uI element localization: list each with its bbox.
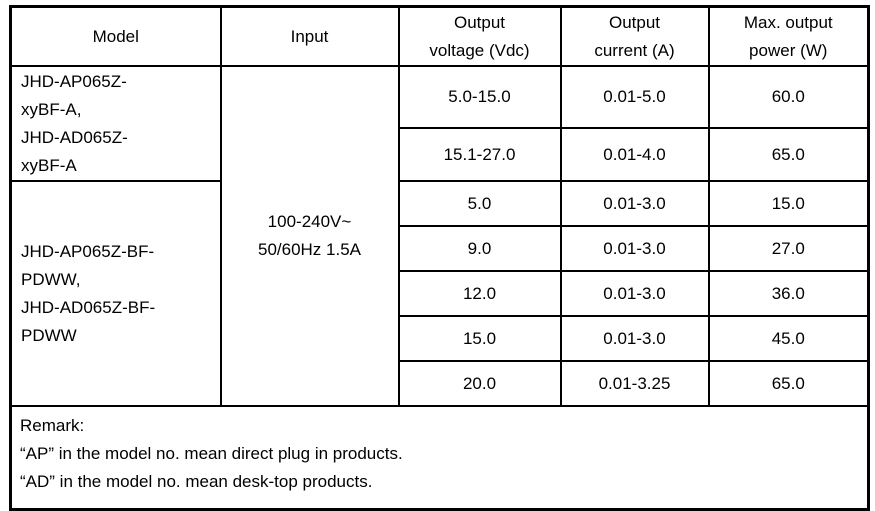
current-cell: 0.01-5.0	[559, 65, 710, 129]
current-cell: 0.01-3.0	[559, 180, 710, 227]
power-cell: 65.0	[707, 360, 870, 407]
table-row: 12.0 0.01-3.0 36.0	[11, 270, 870, 317]
remark-cell: Remark: “AP” in the model no. mean direc…	[9, 405, 870, 511]
header-current: Output current (A)	[559, 5, 710, 67]
table-row: JHD-AP065Z-BF- PDWW, JHD-AD065Z-BF- PDWW…	[9, 180, 870, 407]
current-cell: 0.01-3.0	[559, 225, 710, 272]
current-cell: 0.01-4.0	[559, 127, 710, 182]
table-row: 9.0 0.01-3.0 27.0	[11, 225, 870, 272]
remark-line-ap: “AP” in the model no. mean direct plug i…	[20, 444, 403, 463]
header-input: Input	[219, 5, 400, 67]
power-cell: 65.0	[707, 127, 870, 182]
power-cell: 45.0	[707, 315, 870, 362]
voltage-cell: 9.0	[397, 225, 562, 272]
voltage-cell: 15.0	[397, 315, 562, 362]
table-row: 20.0 0.01-3.25 65.0	[11, 360, 870, 407]
power-cell: 27.0	[707, 225, 870, 272]
power-spec-table: Model Input Output voltage (Vdc) Output …	[9, 5, 870, 511]
voltage-cell: 20.0	[397, 360, 562, 407]
header-model: Model	[9, 5, 222, 67]
model-cell-group1: JHD-AP065Z- xyBF-A, JHD-AD065Z- xyBF-A	[9, 65, 222, 182]
voltage-cell: 12.0	[397, 270, 562, 317]
power-cell: 36.0	[707, 270, 870, 317]
header-row: Model Input Output voltage (Vdc) Output …	[9, 5, 870, 67]
remark-line-ad: “AD” in the model no. mean desk-top prod…	[20, 472, 373, 491]
power-cell: 60.0	[707, 65, 870, 129]
current-cell: 0.01-3.0	[559, 315, 710, 362]
voltage-cell: 15.1-27.0	[397, 127, 562, 182]
table-row: 15.1-27.0 0.01-4.0 65.0	[11, 127, 870, 182]
current-cell: 0.01-3.25	[559, 360, 710, 407]
voltage-cell: 5.0	[397, 180, 562, 227]
remark-row: Remark: “AP” in the model no. mean direc…	[9, 405, 870, 511]
power-cell: 15.0	[707, 180, 870, 227]
model-cell-group2: JHD-AP065Z-BF- PDWW, JHD-AD065Z-BF- PDWW	[9, 180, 222, 407]
remark-title: Remark:	[20, 416, 85, 435]
table-row: 15.0 0.01-3.0 45.0	[11, 315, 870, 362]
header-voltage: Output voltage (Vdc)	[397, 5, 562, 67]
header-power: Max. output power (W)	[707, 5, 870, 67]
current-cell: 0.01-3.0	[559, 270, 710, 317]
input-cell: 100-240V~ 50/60Hz 1.5A	[219, 65, 400, 407]
table-row: JHD-AP065Z- xyBF-A, JHD-AD065Z- xyBF-A 1…	[9, 65, 870, 407]
voltage-cell: 5.0-15.0	[397, 65, 562, 129]
